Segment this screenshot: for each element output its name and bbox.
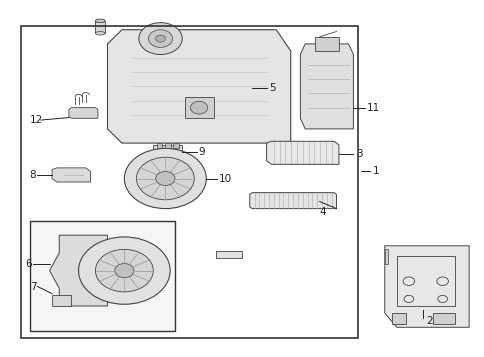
Polygon shape [432,313,454,324]
Polygon shape [52,295,71,306]
Bar [21,26,358,338]
Text: 9: 9 [198,147,204,157]
Polygon shape [69,108,98,118]
Text: 2: 2 [426,316,432,326]
Circle shape [155,35,165,42]
Bar [384,249,387,263]
Polygon shape [153,145,182,159]
Polygon shape [52,168,91,182]
Bar [184,97,213,118]
Bar [156,144,162,148]
Text: 5: 5 [269,83,275,93]
Polygon shape [49,235,107,306]
Circle shape [78,237,170,304]
Bar [314,37,338,51]
Circle shape [136,157,194,200]
Text: 10: 10 [218,174,231,183]
Polygon shape [95,21,105,33]
Bar [396,256,454,306]
Polygon shape [300,44,353,129]
Polygon shape [249,193,336,208]
Polygon shape [215,251,242,258]
Bar [165,144,170,148]
Circle shape [124,149,206,208]
Polygon shape [266,141,338,164]
Text: 8: 8 [30,170,36,180]
Text: 4: 4 [319,207,326,217]
Circle shape [148,30,172,47]
Circle shape [138,22,182,55]
Text: 3: 3 [355,149,362,159]
Polygon shape [384,246,468,327]
Text: 12: 12 [30,115,43,125]
Circle shape [115,263,134,278]
Polygon shape [107,30,290,143]
Bar [30,221,175,331]
Circle shape [95,249,153,292]
Text: 7: 7 [30,282,37,292]
Bar [173,144,179,148]
Circle shape [190,101,207,114]
Text: 1: 1 [372,166,378,176]
Ellipse shape [95,19,105,22]
Text: 11: 11 [366,103,379,113]
Polygon shape [391,313,406,324]
Ellipse shape [95,31,105,35]
Circle shape [155,171,175,186]
Text: 6: 6 [26,258,32,268]
